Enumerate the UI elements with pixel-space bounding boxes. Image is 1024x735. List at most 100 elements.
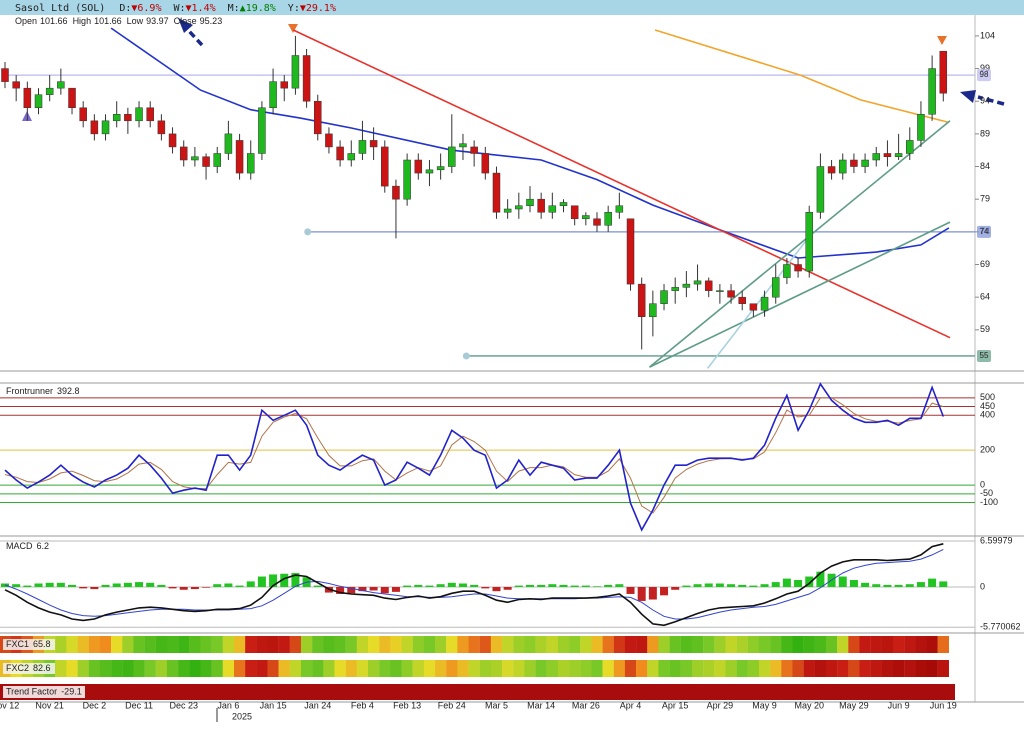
candle-body — [626, 218, 635, 285]
candle-body — [604, 212, 612, 226]
level-tag — [977, 69, 991, 82]
candle-body — [448, 146, 456, 167]
heat-cell — [814, 660, 827, 677]
y-tick-label: -5.770062 — [980, 622, 1021, 632]
histogram-bar — [414, 584, 423, 587]
histogram-bar — [391, 586, 400, 592]
candle-body — [369, 140, 378, 148]
histogram-bar — [559, 584, 568, 587]
histogram-bar — [715, 583, 724, 587]
x-tick-label: Dec 2 — [83, 700, 107, 710]
candle-body — [682, 283, 691, 288]
heat-cell — [669, 636, 681, 653]
histogram-bar — [280, 573, 289, 587]
heat-cell — [725, 636, 737, 653]
candle-body — [503, 208, 512, 213]
heat-cell — [256, 636, 268, 653]
stat-change: ▼29.1% — [300, 3, 336, 14]
heat-cell — [781, 636, 793, 653]
histogram-bar — [56, 582, 65, 587]
heat-cell — [691, 636, 704, 653]
candle-body — [403, 159, 411, 200]
heat-cell — [111, 660, 123, 677]
candle-body — [90, 120, 99, 135]
heat-cell — [624, 636, 637, 653]
candle-body — [526, 198, 534, 206]
heat-cell — [803, 660, 815, 677]
candle-body — [805, 212, 813, 272]
candle-body — [470, 146, 478, 154]
candle-body — [894, 153, 903, 157]
heat-cell — [758, 660, 771, 677]
x-tick-label: Feb 4 — [351, 700, 374, 710]
heat-cell — [569, 660, 581, 677]
header-title: Sasol Ltd (SOL) D:▼6.9% W:▼1.4% M:▲19.8% Y:▼… — [15, 3, 336, 14]
histogram-bar — [101, 584, 110, 587]
level-anchor — [462, 352, 470, 360]
heat-cell — [691, 660, 704, 677]
panel-name: MACD — [6, 541, 33, 551]
arrow-head — [178, 18, 193, 33]
heat-cell — [647, 636, 659, 653]
candle-body — [191, 156, 199, 161]
heat-cell — [323, 636, 335, 653]
x-tick-label: Jan 15 — [260, 700, 287, 710]
heat-cell — [502, 660, 514, 677]
heat-cell — [189, 636, 201, 653]
candle-body — [671, 287, 679, 291]
candle-body — [537, 198, 545, 213]
heat-cell — [345, 636, 357, 653]
heat-cell — [937, 660, 949, 677]
heat-cell — [233, 660, 246, 677]
histogram-bar — [537, 584, 546, 587]
candle-body — [68, 87, 76, 109]
heat-cell — [837, 660, 849, 677]
candle-body — [336, 146, 344, 161]
ohlc-value: 101.66 — [94, 16, 122, 26]
candle-body — [649, 303, 657, 318]
candle-body — [425, 169, 434, 174]
heat-cell — [222, 636, 235, 653]
heat-cell — [99, 660, 112, 677]
heat-cell — [848, 636, 860, 653]
heat-cell — [703, 636, 715, 653]
heat-cell — [926, 636, 938, 653]
heat-cell — [133, 636, 145, 653]
heat-cell — [569, 636, 581, 653]
candle-body — [771, 277, 780, 298]
histogram-bar — [525, 584, 534, 587]
annotation-arrow — [186, 28, 204, 47]
heat-cell — [379, 636, 391, 653]
histogram-bar — [179, 586, 188, 590]
heat-cell — [535, 660, 547, 677]
candle-body — [347, 153, 356, 161]
strip-title: FXC2 82.6 — [6, 663, 51, 673]
strip-value: 65.8 — [33, 639, 51, 649]
histogram-bar — [79, 586, 88, 589]
candle-body — [392, 185, 400, 200]
histogram-bar — [593, 586, 602, 587]
candle-body — [716, 290, 724, 292]
strip-value: 82.6 — [33, 663, 51, 673]
overlay-line — [654, 29, 948, 123]
heat-cell — [725, 660, 737, 677]
heat-cell — [792, 660, 804, 677]
x-tick-label: Feb 24 — [438, 700, 466, 710]
heat-cell — [222, 660, 235, 677]
heat-cell — [345, 660, 357, 677]
x-tick-label: Jun 19 — [930, 700, 957, 710]
heat-cell — [758, 636, 771, 653]
heat-cell — [513, 636, 525, 653]
heat-cell — [178, 636, 190, 653]
strip-title: FXC1 65.8 — [6, 639, 51, 649]
candle-body — [179, 146, 188, 161]
candle-body — [883, 153, 892, 157]
y-tick-label: 89 — [980, 128, 990, 138]
histogram-bar — [771, 582, 780, 587]
heat-cell — [770, 636, 782, 653]
heat-cell — [557, 660, 570, 677]
heat-cell — [781, 660, 793, 677]
heat-cell — [680, 636, 693, 653]
candle-body — [582, 215, 590, 220]
